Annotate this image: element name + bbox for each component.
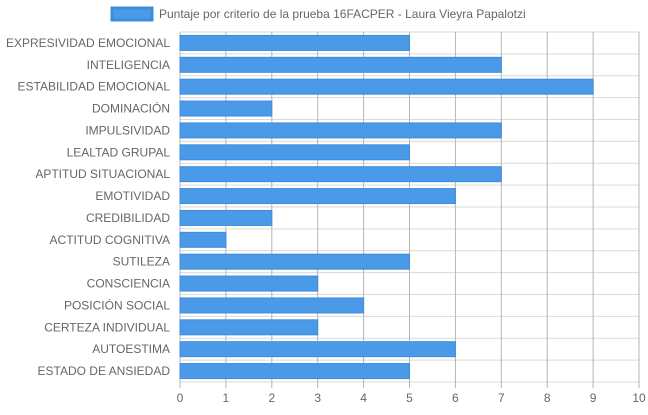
y-category-label: CREDIBILIDAD bbox=[86, 211, 170, 225]
x-axis-labels: 0 1 2 3 4 5 6 7 8 9 10 bbox=[177, 391, 646, 405]
legend-swatch bbox=[110, 6, 154, 22]
bar[interactable] bbox=[179, 297, 365, 314]
x-tick-label: 3 bbox=[314, 391, 321, 405]
y-category-label: INTELIGENCIA bbox=[87, 58, 170, 72]
y-category-label: APTITUD SITUACIONAL bbox=[35, 167, 170, 181]
bar[interactable] bbox=[179, 209, 273, 226]
bar[interactable] bbox=[179, 122, 502, 139]
y-category-label: AUTOESTIMA bbox=[92, 342, 170, 356]
bar[interactable] bbox=[179, 341, 456, 358]
y-category-label: EXPRESIVIDAD EMOCIONAL bbox=[6, 36, 170, 50]
legend-label: Puntaje por criterio de la prueba 16FACP… bbox=[159, 7, 526, 21]
y-category-label: IMPULSIVIDAD bbox=[85, 123, 170, 137]
bar[interactable] bbox=[179, 231, 227, 248]
y-category-label: POSICIÓN SOCIAL bbox=[64, 297, 170, 312]
y-category-label: CERTEZA INDIVIDUAL bbox=[44, 320, 170, 334]
x-tick-label: 0 bbox=[177, 391, 184, 405]
bar[interactable] bbox=[179, 100, 273, 117]
bar[interactable] bbox=[179, 188, 456, 205]
legend[interactable]: Puntaje por criterio de la prueba 16FACP… bbox=[110, 6, 526, 22]
y-category-label: ESTADO DE ANSIEDAD bbox=[38, 364, 171, 378]
bar[interactable] bbox=[179, 166, 502, 183]
y-category-label: LEALTAD GRUPAL bbox=[67, 145, 171, 159]
x-tick-label: 9 bbox=[590, 391, 597, 405]
y-category-label: ACTITUD COGNITIVA bbox=[50, 233, 170, 247]
x-tick-label: 8 bbox=[544, 391, 551, 405]
x-tick-label: 5 bbox=[406, 391, 413, 405]
y-category-label: CONSCIENCIA bbox=[87, 277, 170, 291]
y-axis-labels: EXPRESIVIDAD EMOCIONAL INTELIGENCIA ESTABI… bbox=[6, 36, 170, 378]
y-category-label: DOMINACIÓN bbox=[92, 101, 170, 116]
bar[interactable] bbox=[179, 34, 410, 51]
x-tick-label: 7 bbox=[498, 391, 505, 405]
y-category-label: SUTILEZA bbox=[113, 255, 170, 269]
bar[interactable] bbox=[179, 275, 319, 292]
bar[interactable] bbox=[179, 253, 410, 270]
x-tick-label: 10 bbox=[632, 391, 646, 405]
bar[interactable] bbox=[179, 56, 502, 73]
y-category-label: EMOTIVIDAD bbox=[95, 189, 170, 203]
bar[interactable] bbox=[179, 319, 319, 336]
x-tick-label: 4 bbox=[360, 391, 367, 405]
bar[interactable] bbox=[179, 363, 410, 380]
x-tick-label: 1 bbox=[223, 391, 230, 405]
y-category-label: ESTABILIDAD EMOCIONAL bbox=[18, 80, 171, 94]
bars bbox=[179, 34, 594, 380]
bar[interactable] bbox=[179, 78, 594, 95]
x-tick-label: 6 bbox=[452, 391, 459, 405]
x-tick-label: 2 bbox=[268, 391, 275, 405]
bar[interactable] bbox=[179, 144, 410, 161]
